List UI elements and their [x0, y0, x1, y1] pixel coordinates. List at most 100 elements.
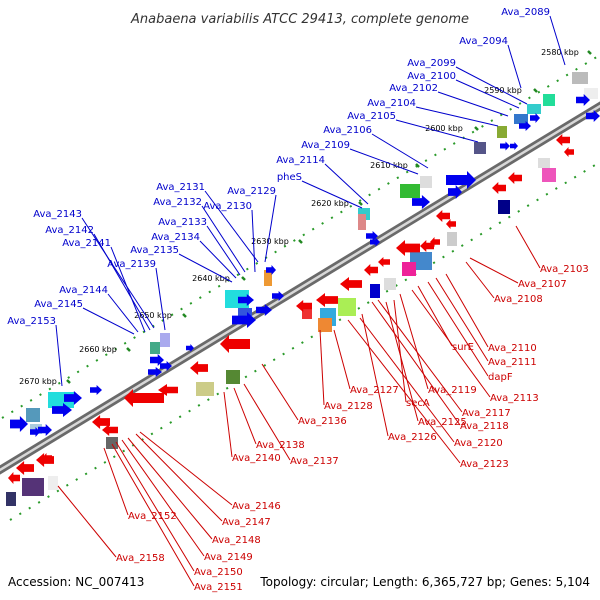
- gene-block: [497, 126, 507, 138]
- kbp-tick: [126, 347, 131, 352]
- forward-leader-line: [206, 225, 241, 276]
- reverse-gene-label: Ava_2136: [298, 416, 347, 427]
- forward-leader-line: [251, 209, 256, 273]
- reverse-leader-line: [121, 439, 205, 557]
- reverse-gene-arrow: [158, 384, 178, 396]
- kbp-label: 2640 kbp: [192, 274, 230, 283]
- kbp-ticks: 2580 kbp 2590 kbp 2600 kbp 2610 kbp 2620 kbp…: [19, 48, 592, 386]
- reverse-leader-line: [417, 285, 453, 347]
- gene-block: [498, 200, 510, 214]
- gene-block: [420, 176, 432, 188]
- reverse-leader-line: [359, 317, 455, 443]
- reverse-leader-line: [111, 443, 195, 587]
- reverse-leader-line: [347, 319, 461, 464]
- reverse-leader-line: [233, 387, 257, 445]
- reverse-gene-label: Ava_2128: [324, 401, 373, 412]
- forward-gene-arrow: [160, 361, 172, 371]
- reverse-gene-arrow: [436, 210, 450, 222]
- reverse-gene-label: Ava_2110: [488, 343, 537, 354]
- reverse-gene-label: secA: [406, 398, 430, 409]
- forward-leader-line: [204, 190, 259, 263]
- forward-leader-line: [415, 106, 499, 127]
- reverse-gene-label: Ava_2117: [462, 408, 511, 419]
- forward-gene-label: Ava_2130: [203, 201, 252, 212]
- forward-leader-line: [107, 293, 139, 333]
- forward-gene-label: Ava_2094: [459, 36, 508, 47]
- kbp-tick: [474, 126, 479, 131]
- kbp-tick: [415, 163, 420, 168]
- gene-arrows: [8, 94, 600, 484]
- reverse-leader-line: [333, 329, 351, 390]
- forward-gene-arrow: [150, 354, 164, 366]
- gene-block: [318, 318, 332, 332]
- forward-leader-line: [301, 180, 363, 209]
- reverse-gene-label: dapF: [488, 372, 513, 383]
- gene-block: [538, 158, 550, 168]
- kbp-tick: [241, 276, 246, 281]
- reverse-gene-arrow: [340, 277, 362, 291]
- gene-block: [402, 262, 416, 276]
- forward-gene-arrow: [412, 195, 430, 209]
- gene-block: [572, 72, 588, 84]
- gene-block: [22, 478, 44, 496]
- forward-gene-arrow: [148, 367, 162, 377]
- forward-leader-line: [395, 119, 479, 143]
- forward-gene-label: Ava_2131: [156, 182, 205, 193]
- kbp-tick: [587, 50, 592, 55]
- kbp-label: 2660 kbp: [79, 345, 117, 354]
- gene-block: [384, 278, 396, 290]
- reverse-gene-label: Ava_2126: [388, 432, 437, 443]
- forward-gene-label: Ava_2132: [153, 197, 202, 208]
- reverse-gene-label: Ava_2148: [212, 535, 261, 546]
- forward-leader-line: [264, 194, 277, 263]
- gene-block: [48, 476, 58, 490]
- reverse-gene-arrow: [446, 219, 456, 229]
- reverse-leader-line: [371, 301, 461, 426]
- reverse-gene-label: Ava_2125: [418, 417, 467, 428]
- reverse-gene-label: Ava_2119: [428, 385, 477, 396]
- forward-gene-arrow: [586, 110, 600, 122]
- kbp-label: 2610 kbp: [370, 161, 408, 170]
- forward-gene-label: Ava_2105: [347, 111, 396, 122]
- gene-block: [196, 382, 214, 396]
- reverse-gene-label: Ava_2108: [494, 294, 543, 305]
- kbp-label: 2580 kbp: [541, 48, 579, 57]
- gene-block: [6, 492, 16, 506]
- accession-text: Accession: NC_007413: [8, 575, 144, 589]
- forward-leader-line: [437, 91, 509, 117]
- forward-gene-label: Ava_2109: [301, 140, 350, 151]
- reverse-leader-line: [361, 313, 389, 437]
- forward-gene-arrow: [266, 265, 276, 275]
- reverse-leader-line: [243, 383, 291, 461]
- forward-leader-line: [55, 324, 63, 387]
- forward-gene-arrow: [64, 391, 82, 405]
- forward-leader-line: [110, 246, 146, 333]
- reverse-gene-label: Ava_2137: [290, 456, 339, 467]
- forward-leader-line: [455, 66, 528, 105]
- gene-block: [358, 214, 366, 230]
- forward-gene-arrow: [370, 237, 380, 247]
- gene-block: [514, 114, 528, 124]
- reverse-leader-line: [465, 261, 495, 299]
- kbp-label: 2590 kbp: [484, 86, 522, 95]
- reverse-gene-arrow: [508, 172, 522, 184]
- reverse-gene-arrow: [92, 415, 110, 429]
- forward-gene-arrow: [10, 416, 28, 432]
- forward-leader-line: [93, 233, 151, 331]
- forward-gene-arrow: [90, 385, 102, 395]
- forward-gene-arrow: [530, 113, 540, 123]
- forward-gene-label: Ava_2104: [367, 98, 416, 109]
- gene-block: [226, 370, 240, 384]
- reverse-gene-arrow: [556, 134, 570, 146]
- forward-gene-label: Ava_2143: [33, 209, 82, 220]
- forward-gene-label: Ava_2129: [227, 186, 276, 197]
- forward-gene-arrow: [500, 141, 510, 151]
- reverse-gene-arrow: [16, 461, 34, 475]
- gene-block: [474, 142, 486, 154]
- kbp-label: 2600 kbp: [425, 124, 463, 133]
- forward-gene-arrow: [238, 294, 254, 306]
- kbp-label: 2650 kbp: [134, 311, 172, 320]
- reverse-gene-label: Ava_2158: [116, 553, 165, 564]
- gene-block: [302, 305, 312, 319]
- reverse-gene-arrow: [102, 424, 118, 436]
